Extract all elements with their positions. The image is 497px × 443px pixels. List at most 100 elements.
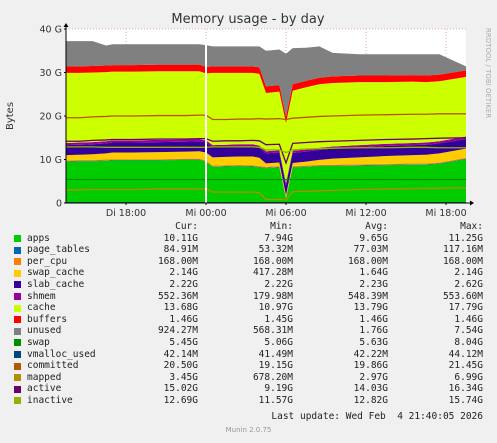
legend-min-value: 7.94G [264, 232, 293, 244]
legend-avg-value: 1.64G [359, 267, 388, 279]
legend-row-unused: unused 924.27M 568.31M 1.76G 7.54G [0, 325, 497, 337]
legend-series-name: swap_cache [27, 267, 85, 279]
memory-usage-chart: Memory usage - by day Bytes RRDTOOL / TO… [5, 12, 492, 219]
legend-series-name: buffers [27, 313, 68, 325]
legend-series-name: shmem [27, 290, 56, 302]
legend-swatch [14, 292, 21, 300]
legend-row-active: active 15.02G 9.19G 14.03G 16.34G [0, 383, 497, 395]
legend-swatch [14, 281, 21, 289]
y-tick-label: 40 G [40, 25, 62, 36]
legend-row-slab-cache: slab_cache 2.22G 2.22G 2.23G 2.62G [0, 279, 497, 291]
legend-max-value: 21.45G [448, 360, 483, 372]
last-update-text: Last update: Wed Feb 4 21:40:05 2026 [271, 411, 483, 422]
legend-swatch [14, 339, 21, 347]
legend-table: Cur: Min: Avg: Max: apps 10.11G 7.94G 9.65G… [0, 221, 497, 407]
legend-max-value: 553.60M [442, 290, 483, 302]
legend-header: Cur: Min: Avg: Max: [0, 221, 497, 233]
legend-series-name: mapped [27, 371, 62, 383]
legend-swatch [14, 362, 21, 370]
x-axis-arrow [470, 200, 474, 206]
area-apps [66, 159, 466, 203]
area-swap-cache [66, 148, 466, 198]
legend-series-name: swap [27, 336, 50, 348]
legend-series-name: committed [27, 360, 79, 372]
x-tick-label: Mi 18:00 [425, 208, 466, 219]
legend-avg-value: 5.63G [359, 336, 388, 348]
legend-max-value: 2.62G [454, 278, 483, 290]
legend-cur-value: 924.27M [157, 325, 198, 337]
y-axis-label: Bytes [5, 102, 16, 130]
legend-cur-value: 10.11G [163, 232, 198, 244]
legend-cur-value: 5.45G [169, 336, 198, 348]
legend-max-value: 1.46G [454, 313, 483, 325]
legend-series-name: unused [27, 325, 62, 337]
legend-series-name: inactive [27, 394, 73, 406]
legend-min-value: 9.19G [264, 383, 293, 395]
legend-swatch [14, 304, 21, 312]
header-min: Min: [270, 221, 293, 232]
y-tick-label: 10 G [40, 155, 62, 166]
legend-max-value: 15.74G [448, 394, 483, 406]
line-mapped [66, 187, 467, 201]
y-tick-labels: 0 10 G 20 G 30 G 40 G [40, 25, 66, 210]
legend-swatch [14, 269, 21, 277]
legend-max-value: 44.12M [448, 348, 483, 360]
legend-min-value: 179.98M [252, 290, 293, 302]
legend-swatch [14, 316, 21, 324]
legend-avg-value: 14.03G [353, 383, 388, 395]
legend-row-mapped: mapped 3.45G 678.20M 2.97G 6.99G [0, 372, 497, 384]
area-cache [66, 71, 466, 183]
legend-swatch [14, 246, 21, 254]
legend-max-value: 6.99G [454, 371, 483, 383]
legend-swatch [14, 258, 21, 266]
header-max: Max: [460, 221, 483, 232]
y-tick-label: 30 G [40, 68, 62, 79]
legend-avg-value: 2.97G [359, 371, 388, 383]
legend-row-inactive: inactive 12.69G 11.57G 12.82G 15.74G [0, 395, 497, 407]
legend-row-apps: apps 10.11G 7.94G 9.65G 11.25G [0, 233, 497, 245]
x-tick-label: Mi 00:00 [185, 208, 226, 219]
legend-min-value: 11.57G [258, 394, 293, 406]
legend-swatch [14, 374, 21, 382]
legend-swatch [14, 350, 21, 358]
legend-max-value: 8.04G [454, 336, 483, 348]
header-cur: Cur: [175, 221, 198, 232]
legend-cur-value: 84.91M [163, 244, 198, 256]
legend-cur-value: 12.69G [163, 394, 198, 406]
legend-cur-value: 1.46G [169, 313, 198, 325]
legend-swatch [14, 327, 21, 335]
chart-title: Memory usage - by day [171, 12, 324, 27]
legend-row-page-tables: page_tables 84.91M 53.32M 77.03M 117.16M [0, 244, 497, 256]
legend-min-value: 2.22G [264, 278, 293, 290]
y-tick-label: 20 G [40, 112, 62, 123]
legend-max-value: 7.54G [454, 325, 483, 337]
legend-row-buffers: buffers 1.46G 1.45G 1.46G 1.46G [0, 314, 497, 326]
legend-min-value: 1.45G [264, 313, 293, 325]
legend-min-value: 678.20M [252, 371, 293, 383]
x-tick-label: Mi 06:00 [265, 208, 306, 219]
legend-cur-value: 20.50G [163, 360, 198, 372]
line-committed [66, 113, 466, 121]
legend-swatch [14, 385, 21, 393]
area-shmem [66, 136, 466, 186]
legend-cur-value: 15.02G [163, 383, 198, 395]
legend-cur-value: 13.68G [163, 302, 198, 314]
axes [63, 23, 474, 206]
legend-max-value: 117.16M [442, 244, 483, 256]
legend-series-name: page_tables [27, 244, 90, 256]
legend-series-name: per_cpu [27, 255, 68, 267]
legend-cur-value: 42.14M [163, 348, 198, 360]
x-tick-labels: Di 18:00 Mi 00:00 Mi 06:00 Mi 12:00 Mi 18:00 [106, 203, 467, 219]
legend-series-name: apps [27, 232, 50, 244]
legend-min-value: 10.97G [258, 302, 293, 314]
legend-min-value: 168.00M [252, 255, 293, 267]
legend-min-value: 417.28M [252, 267, 293, 279]
line-inactive [66, 146, 466, 154]
legend-avg-value: 42.22M [353, 348, 388, 360]
legend-max-value: 168.00M [442, 255, 483, 267]
legend-row-swap-cache: swap_cache 2.14G 417.28M 1.64G 2.14G [0, 267, 497, 279]
rrdtool-credit-label: RRDTOOL / TOBI OETIKER [484, 28, 492, 118]
legend-max-value: 16.34G [448, 383, 483, 395]
legend-min-value: 568.31M [252, 325, 293, 337]
legend-swatch [14, 234, 21, 242]
